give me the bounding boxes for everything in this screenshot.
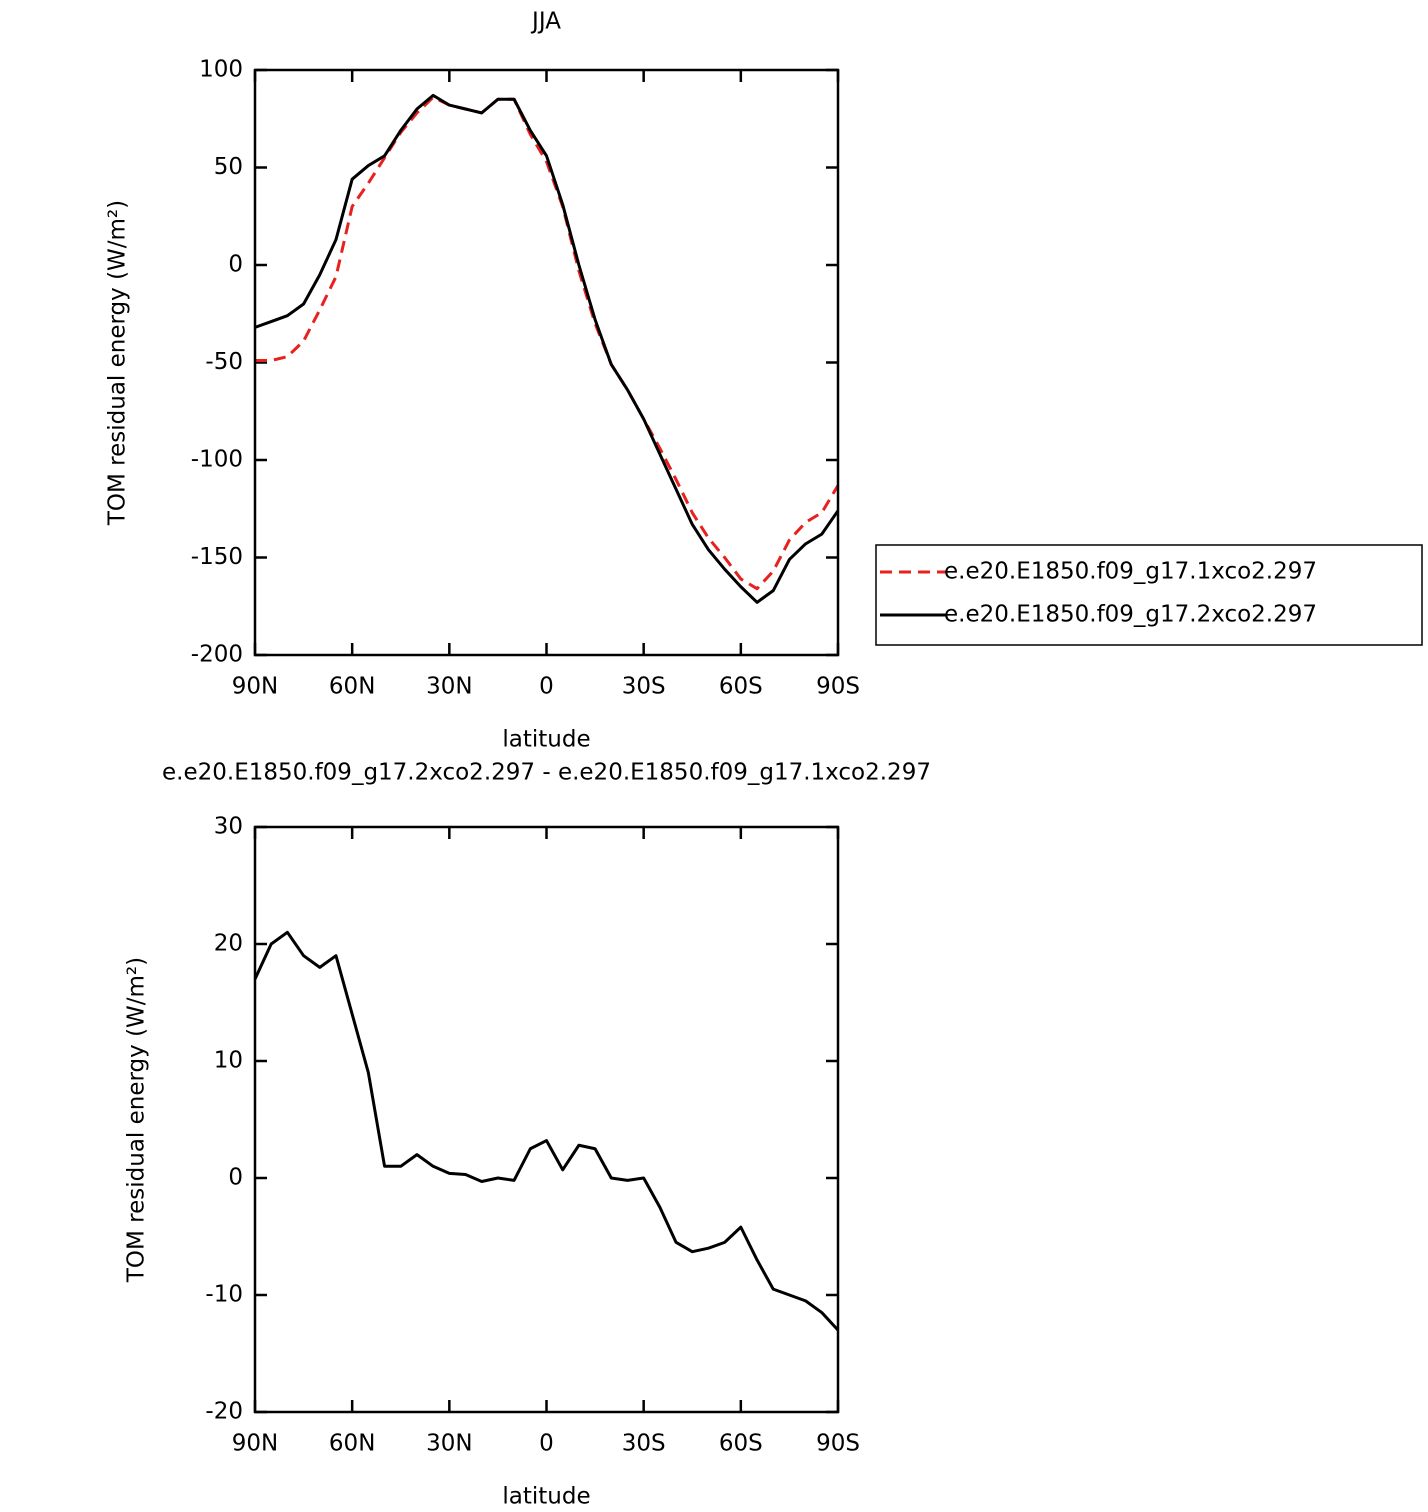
x-tick-label: 0 [539, 674, 554, 700]
y-tick-label: -20 [205, 1399, 243, 1425]
x-tick-label: 60S [719, 674, 763, 700]
legend-label: e.e20.E1850.f09_g17.1xco2.297 [944, 559, 1317, 585]
legend-frame [875, 544, 1423, 646]
y-tick-label: 10 [214, 1048, 243, 1074]
x-tick-label: 60N [329, 674, 375, 700]
y-tick-label: -150 [191, 544, 243, 570]
x-tick-label: 60S [719, 1431, 763, 1457]
x-tick-label: 30S [622, 1431, 666, 1457]
chart-title: JJA [530, 9, 561, 35]
y-tick-label: 30 [214, 814, 243, 840]
x-axis-label: latitude [502, 727, 590, 753]
x-tick-label: 90S [816, 674, 860, 700]
y-axis-label: TOM residual energy (W/m²) [105, 200, 131, 526]
legend-label: e.e20.E1850.f09_g17.2xco2.297 [944, 602, 1317, 628]
series-line [255, 95, 840, 591]
chart-title: e.e20.E1850.f09_g17.2xco2.297 - e.e20.E1… [162, 760, 931, 786]
y-tick-label: 100 [199, 57, 243, 83]
y-tick-label: 50 [214, 154, 243, 180]
x-tick-label: 60N [329, 1431, 375, 1457]
y-tick-label: -100 [191, 447, 243, 473]
y-tick-label: 0 [228, 1165, 243, 1191]
x-tick-label: 90N [232, 674, 278, 700]
series-line [253, 930, 840, 1332]
y-tick-label: -10 [205, 1282, 243, 1308]
x-tick-label: 30S [622, 674, 666, 700]
plot-frame [253, 68, 840, 657]
x-tick-label: 90N [232, 1431, 278, 1457]
y-tick-label: 0 [228, 252, 243, 278]
y-axis-label: TOM residual energy (W/m²) [124, 957, 150, 1283]
y-tick-label: -200 [191, 642, 243, 668]
x-axis-label: latitude [502, 1484, 590, 1510]
series-line [254, 93, 840, 604]
y-tick-label: 20 [214, 931, 243, 957]
x-tick-label: 30N [426, 1431, 472, 1457]
plot-frame [253, 825, 840, 1414]
x-tick-label: 0 [539, 1431, 554, 1457]
y-tick-label: -50 [205, 349, 243, 375]
x-tick-label: 90S [816, 1431, 860, 1457]
x-tick-label: 30N [426, 674, 472, 700]
